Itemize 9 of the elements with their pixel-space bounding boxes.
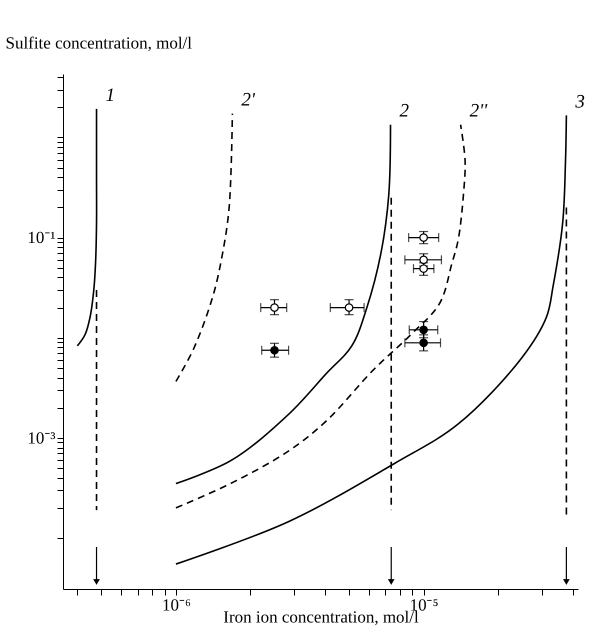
x-tick-label: 10⁻⁶	[162, 596, 191, 614]
y-tick-label: 10⁻³	[27, 428, 56, 448]
series-label: 2'	[241, 90, 256, 111]
y-axis-title: Sulfite concentration, mol/l	[6, 34, 192, 52]
series-label: 2	[400, 100, 410, 122]
series-label: 2''	[470, 100, 488, 122]
series-label: 1	[106, 84, 116, 106]
series-label: 3	[574, 91, 585, 112]
y-tick-label: 10⁻¹	[27, 228, 56, 248]
